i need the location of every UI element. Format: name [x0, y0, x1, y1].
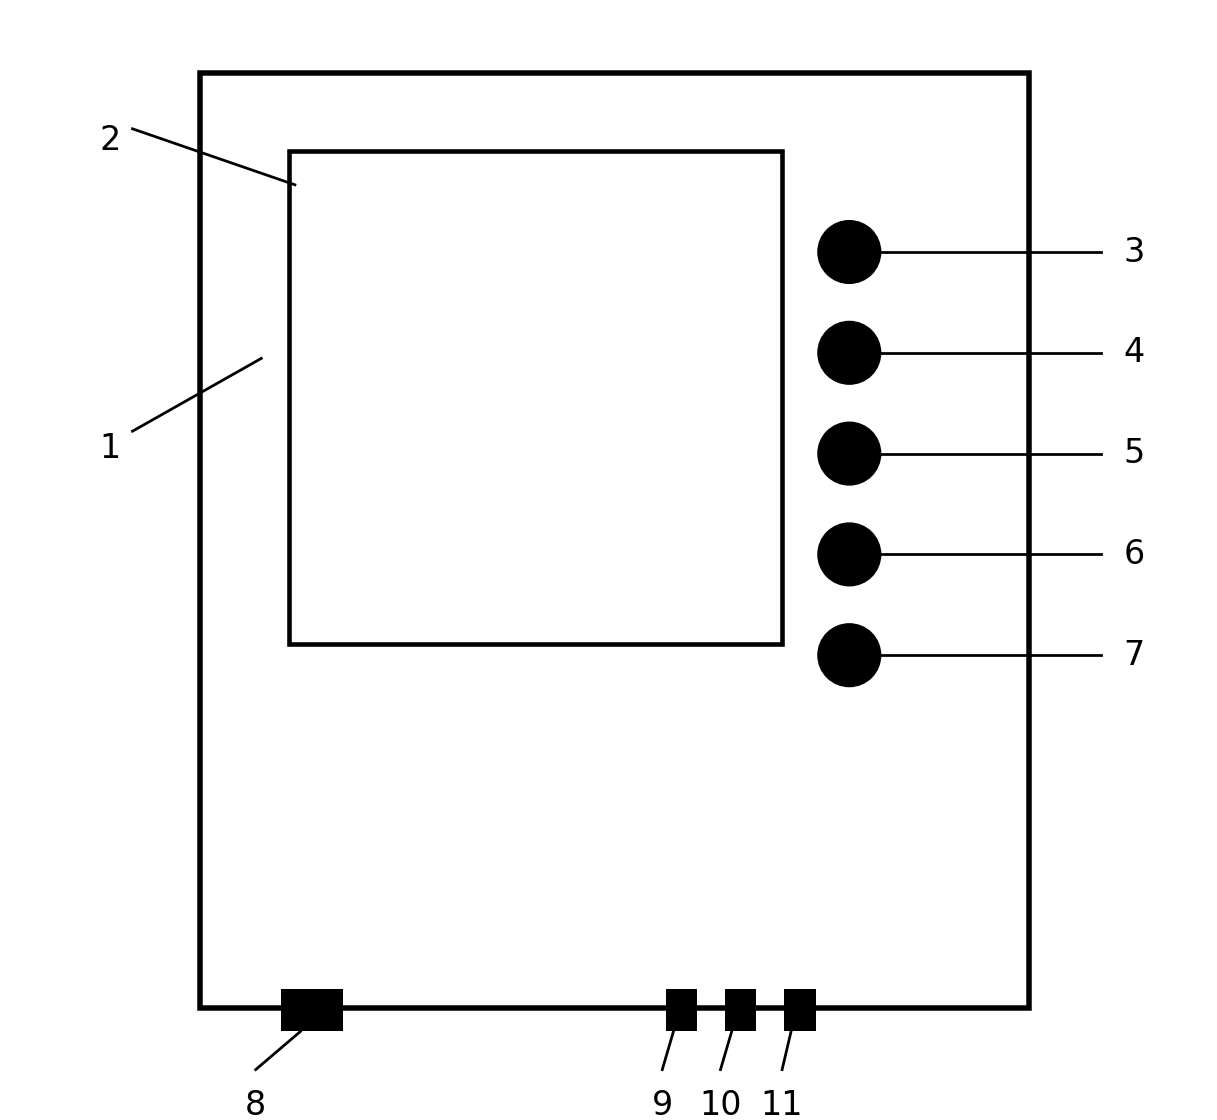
Bar — [200, 73, 1028, 1008]
Circle shape — [818, 321, 881, 384]
Text: 1: 1 — [100, 431, 120, 465]
Bar — [281, 989, 342, 1032]
Circle shape — [818, 221, 881, 283]
Bar — [666, 989, 697, 1032]
Text: 8: 8 — [245, 1089, 267, 1120]
Bar — [725, 989, 756, 1032]
Text: 4: 4 — [1123, 336, 1145, 370]
Text: 9: 9 — [651, 1089, 673, 1120]
Circle shape — [818, 422, 881, 485]
Bar — [784, 989, 815, 1032]
Text: 6: 6 — [1123, 538, 1145, 571]
Text: 7: 7 — [1123, 638, 1145, 672]
Text: 11: 11 — [761, 1089, 803, 1120]
Text: 2: 2 — [100, 123, 120, 157]
Text: 10: 10 — [700, 1089, 741, 1120]
Text: 5: 5 — [1123, 437, 1145, 470]
Circle shape — [818, 523, 881, 586]
Bar — [290, 151, 783, 644]
Text: 3: 3 — [1123, 235, 1145, 269]
Circle shape — [818, 624, 881, 687]
